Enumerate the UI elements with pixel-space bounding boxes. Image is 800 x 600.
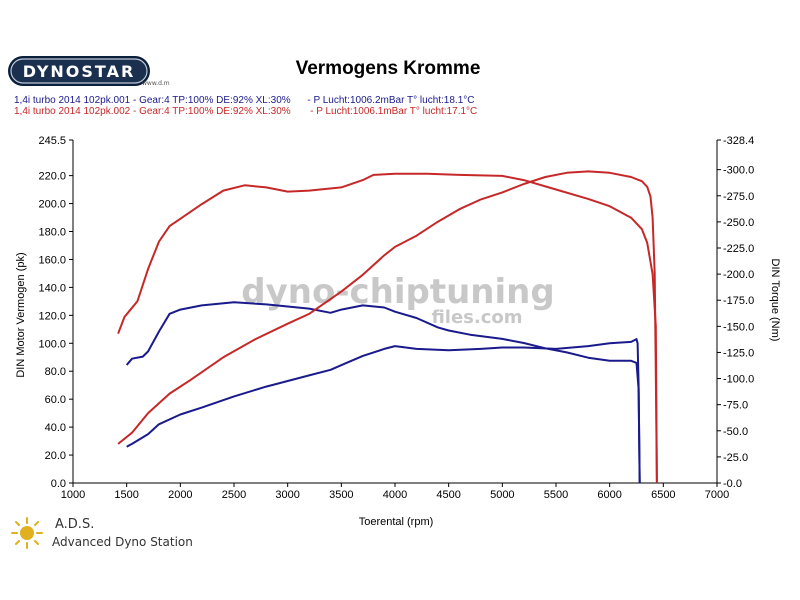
y-tick-label-right: -300.0: [723, 165, 754, 177]
x-tick-label: 4500: [436, 489, 460, 501]
y-tick-label-right: -328.4: [723, 135, 754, 147]
footer-brand-short: A.D.S.: [55, 517, 95, 532]
y-tick-label-left: 80.0: [45, 366, 66, 378]
x-axis-label: Toerental (rpm): [359, 516, 434, 528]
y-tick-label-left: 140.0: [38, 282, 66, 294]
chart-title: Vermogens Kromme: [295, 58, 481, 79]
x-tick-label: 7000: [705, 489, 729, 501]
y-tick-label-left: 200.0: [38, 199, 66, 211]
y-tick-label-right: -125.0: [723, 347, 754, 359]
x-tick-label: 3500: [329, 489, 353, 501]
y-tick-label-right: -225.0: [723, 243, 754, 255]
y-tick-label-right: -25.0: [723, 452, 748, 464]
y-tick-label-left: 60.0: [45, 394, 66, 406]
x-tick-label: 4000: [383, 489, 407, 501]
x-tick-label: 5000: [490, 489, 514, 501]
x-tick-label: 6000: [597, 489, 621, 501]
x-tick-label: 3000: [275, 489, 299, 501]
series-layer: [117, 170, 658, 484]
axes: 1000 1500 2000 2500 3000 3500 4000 4500 5000 5500…: [38, 135, 754, 501]
logo-text: DYNOSTAR: [23, 62, 136, 81]
y-tick-label-right: -0.0: [723, 478, 742, 490]
y-tick-label-right: -50.0: [723, 426, 748, 438]
y-tick-label-right: -250.0: [723, 217, 754, 229]
x-tick-label: 2500: [222, 489, 246, 501]
run-info-stock: 1,4i turbo 2014 102pk.001 - Gear:4 TP:10…: [14, 95, 475, 106]
y-tick-label-right: -200.0: [723, 269, 754, 281]
y-tick-label-left: 245.5: [38, 135, 66, 147]
y-tick-label-right: -75.0: [723, 400, 748, 412]
y-tick-label-left: 0.0: [51, 478, 66, 490]
tuned-power-line: [117, 170, 658, 484]
stock-power-line: [126, 338, 641, 484]
y-tick-label-right: -175.0: [723, 295, 754, 307]
run-info-tuned: 1,4i turbo 2014 102pk.002 - Gear:4 TP:10…: [14, 106, 478, 117]
x-tick-label: 1500: [114, 489, 138, 501]
y-tick-label-left: 120.0: [38, 310, 66, 322]
y-tick-label-left: 20.0: [45, 450, 66, 462]
x-tick-label: 2000: [168, 489, 192, 501]
y-axis-label-left: DIN Motor Vermogen (pk): [15, 252, 27, 377]
y-tick-label-left: 220.0: [38, 171, 66, 183]
x-tick-label: 6500: [651, 489, 675, 501]
x-tick-label: 5500: [544, 489, 568, 501]
y-tick-label-left: 40.0: [45, 422, 66, 434]
y-tick-label-left: 160.0: [38, 254, 66, 266]
dynostar-logo: DYNOSTAR: [8, 56, 150, 86]
y-tick-label-left: 100.0: [38, 338, 66, 350]
stock-torque-line: [125, 301, 641, 484]
y-axis-label-right: DIN Torque (Nm): [769, 259, 781, 342]
x-tick-label: 1000: [61, 489, 85, 501]
tuned-torque-line: [117, 172, 658, 484]
y-tick-label-right: -100.0: [723, 374, 754, 386]
logo-subtext: www.d.m: [142, 80, 170, 87]
ads-sun-icon: [11, 517, 43, 549]
y-tick-label-left: 180.0: [38, 227, 66, 239]
footer-brand-full: Advanced Dyno Station: [52, 535, 193, 549]
y-tick-label-right: -150.0: [723, 321, 754, 333]
y-tick-label-right: -275.0: [723, 191, 754, 203]
